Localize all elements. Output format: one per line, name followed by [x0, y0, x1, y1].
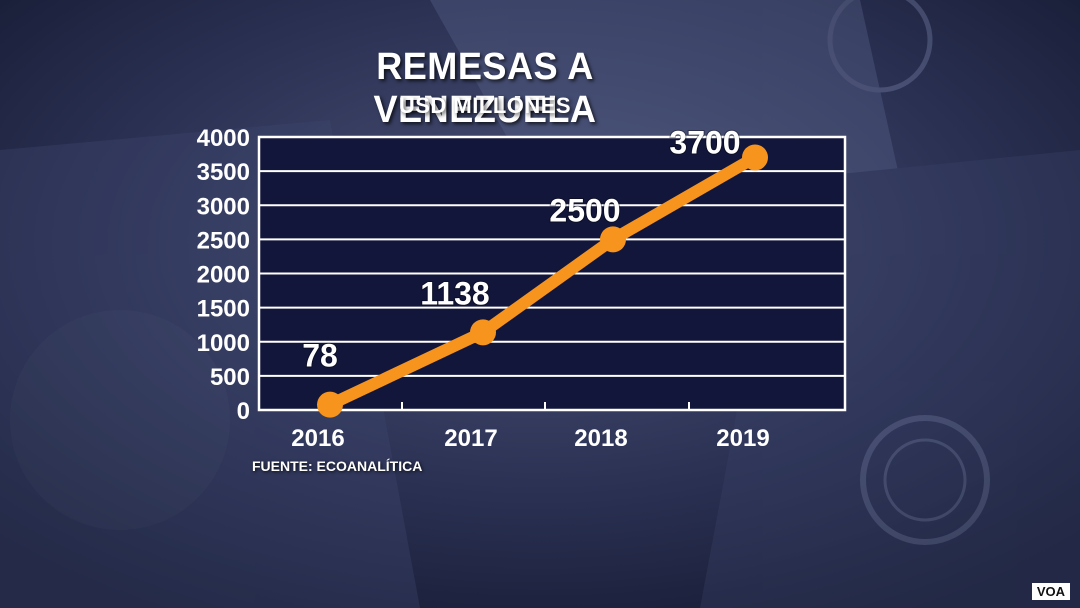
data-point: [470, 319, 496, 346]
y-tick-label: 2500: [197, 227, 250, 254]
data-point: [317, 391, 343, 418]
voa-logo: VOA: [1031, 583, 1070, 600]
x-tick-label: 2019: [716, 425, 769, 452]
data-point: [742, 144, 768, 171]
y-tick-label: 1000: [197, 330, 250, 357]
y-tick-label: 2000: [197, 262, 250, 289]
data-label: 78: [302, 338, 338, 374]
x-tick-label: 2016: [291, 425, 344, 452]
data-label: 1138: [420, 275, 489, 311]
chart-subtitle: USD MILLONES: [398, 93, 572, 118]
x-tick-label: 2017: [444, 425, 497, 452]
series-line: [324, 151, 761, 411]
y-tick-label: 1500: [197, 296, 250, 323]
y-tick-label: 3500: [197, 159, 250, 186]
source-note: FUENTE: ECOANALÍTICA: [252, 458, 423, 474]
chart-title: REMESAS A VENEZUELA: [373, 46, 597, 131]
data-point: [600, 226, 626, 253]
y-tick-label: 0: [237, 398, 250, 425]
data-label: 2500: [549, 192, 620, 228]
data-label: 3700: [669, 124, 740, 160]
y-tick-label: 3000: [197, 193, 250, 220]
y-tick-label: 500: [210, 364, 250, 391]
y-tick-label: 4000: [197, 125, 250, 152]
x-tick-label: 2018: [574, 425, 627, 452]
